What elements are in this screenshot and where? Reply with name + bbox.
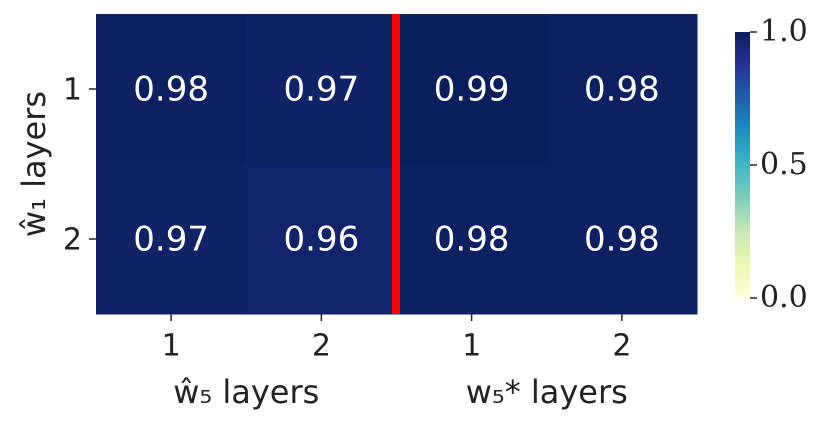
heatmap-cell (396, 14, 548, 165)
cell-label: 0.99 (434, 70, 510, 110)
cell-label: 0.96 (284, 220, 360, 260)
colorbar-tick-label: 1.0 (760, 14, 808, 49)
x-tick-label: 1 (162, 329, 181, 364)
heatmap-cell (546, 164, 698, 315)
x-axis-label: ŵ₅ layers (173, 373, 319, 411)
heatmap-cell (546, 14, 698, 165)
x-tick-label: 2 (312, 329, 331, 364)
cell-label: 0.98 (434, 220, 510, 260)
colorbar-tick-label: 0.5 (760, 147, 808, 182)
cell-label: 0.98 (584, 70, 660, 110)
y-tick-label: 2 (63, 223, 82, 258)
heatmap-cell (396, 164, 548, 315)
heatmap-cell (96, 14, 247, 165)
x-tick-label: 1 (462, 329, 481, 364)
cell-label: 0.97 (133, 220, 209, 260)
cell-label: 0.98 (584, 220, 660, 260)
heatmap (96, 14, 698, 315)
y-tick-label: 1 (63, 73, 82, 108)
cell-label: 0.98 (133, 70, 209, 110)
heatmap-cell (96, 164, 247, 315)
x-tick-label: 2 (612, 329, 631, 364)
colorbar (735, 32, 750, 298)
x-axis-label: w₅* layers (466, 373, 628, 411)
cell-label: 0.97 (284, 70, 360, 110)
y-axis-label: ŵ₁ layers (15, 91, 53, 237)
heatmap-cell (246, 14, 397, 165)
colorbar-tick-label: 0.0 (760, 280, 808, 315)
heatmap-cell (246, 164, 397, 315)
